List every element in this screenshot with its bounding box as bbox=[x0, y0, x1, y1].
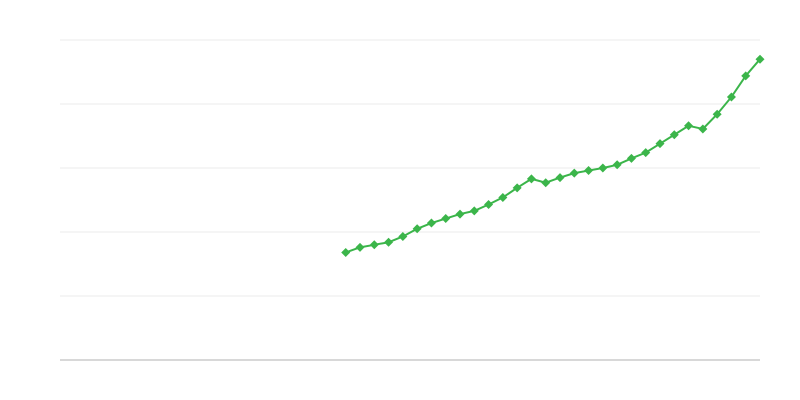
data-point bbox=[555, 173, 565, 183]
data-point bbox=[341, 247, 351, 257]
data-point bbox=[512, 183, 522, 193]
data-point bbox=[626, 153, 636, 163]
data-point bbox=[598, 163, 608, 173]
data-point bbox=[741, 71, 751, 81]
data-point bbox=[655, 139, 665, 149]
data-point bbox=[641, 148, 651, 158]
data-point bbox=[498, 192, 508, 202]
data-point bbox=[584, 166, 594, 176]
data-point bbox=[698, 124, 708, 134]
data-point bbox=[541, 178, 551, 188]
data-point bbox=[455, 209, 465, 219]
data-point bbox=[469, 206, 479, 216]
data-point bbox=[712, 109, 722, 119]
data-point bbox=[384, 237, 394, 247]
data-point bbox=[412, 224, 422, 234]
data-point bbox=[484, 199, 494, 209]
data-point bbox=[569, 168, 579, 178]
data-point bbox=[726, 92, 736, 102]
data-point bbox=[369, 240, 379, 250]
data-point bbox=[684, 121, 694, 131]
data-point bbox=[669, 130, 679, 140]
data-point bbox=[526, 174, 536, 184]
data-point bbox=[441, 214, 451, 224]
series-group bbox=[341, 54, 765, 257]
gridlines bbox=[60, 39, 760, 297]
data-point bbox=[426, 218, 436, 228]
series-line bbox=[345, 58, 761, 254]
data-point bbox=[612, 160, 622, 170]
data-point bbox=[355, 242, 365, 252]
data-point bbox=[755, 54, 765, 64]
data-point bbox=[398, 231, 408, 241]
